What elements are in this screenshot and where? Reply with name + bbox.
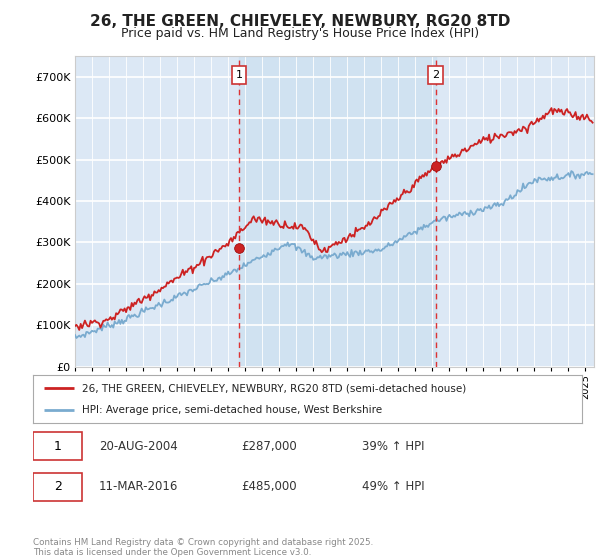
Text: 11-MAR-2016: 11-MAR-2016 (99, 480, 178, 493)
Text: 2: 2 (432, 69, 439, 80)
Text: 1: 1 (54, 440, 62, 453)
Bar (239, 56, 436, 367)
Text: HPI: Average price, semi-detached house, West Berkshire: HPI: Average price, semi-detached house,… (82, 405, 383, 415)
Text: Price paid vs. HM Land Registry's House Price Index (HPI): Price paid vs. HM Land Registry's House … (121, 27, 479, 40)
Text: 20-AUG-2004: 20-AUG-2004 (99, 440, 178, 453)
Text: 1: 1 (236, 69, 242, 80)
FancyBboxPatch shape (33, 473, 82, 501)
Text: Contains HM Land Registry data © Crown copyright and database right 2025.
This d: Contains HM Land Registry data © Crown c… (33, 538, 373, 557)
Text: 49% ↑ HPI: 49% ↑ HPI (362, 480, 425, 493)
FancyBboxPatch shape (33, 432, 82, 460)
Text: 39% ↑ HPI: 39% ↑ HPI (362, 440, 425, 453)
Text: 26, THE GREEN, CHIEVELEY, NEWBURY, RG20 8TD (semi-detached house): 26, THE GREEN, CHIEVELEY, NEWBURY, RG20 … (82, 383, 467, 393)
Text: 2: 2 (54, 480, 62, 493)
Text: £485,000: £485,000 (242, 480, 297, 493)
Text: £287,000: £287,000 (242, 440, 298, 453)
Text: 26, THE GREEN, CHIEVELEY, NEWBURY, RG20 8TD: 26, THE GREEN, CHIEVELEY, NEWBURY, RG20 … (90, 14, 510, 29)
